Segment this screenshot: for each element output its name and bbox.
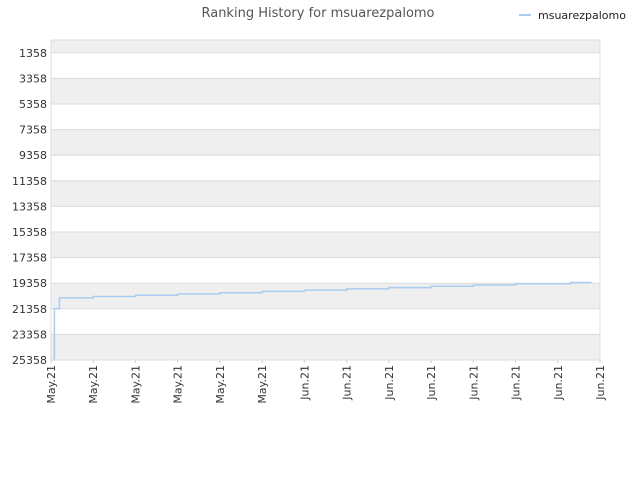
- chart-title: Ranking History for msuarezpalomo: [201, 6, 434, 21]
- plot-band: [51, 206, 600, 232]
- y-tick-label: 19358: [12, 277, 47, 290]
- plot-band: [51, 52, 600, 79]
- plot-band: [51, 129, 600, 156]
- y-tick-label: 13358: [12, 200, 47, 213]
- x-tick-label: Jun.21: [467, 365, 480, 401]
- series-line-msuarezpalomo: [51, 281, 592, 361]
- x-tick-label: Jun.21: [552, 365, 565, 401]
- y-tick-label: 5358: [19, 98, 47, 111]
- plot-band: [51, 232, 600, 258]
- x-axis-ticks: May.21 May.21 May.21 May.21 May.21 May.21 Jun.…: [45, 360, 607, 404]
- x-tick-label: Jun.21: [510, 365, 523, 401]
- y-tick-label: 17358: [12, 252, 47, 265]
- y-tick-label: 25358: [12, 354, 47, 367]
- y-tick-label: 15358: [12, 226, 47, 239]
- plot-band: [51, 308, 600, 335]
- x-tick-label: Jun.21: [341, 365, 354, 401]
- y-tick-label: 9358: [19, 149, 47, 162]
- y-tick-label: 21358: [12, 303, 47, 316]
- plot-bands: [51, 40, 600, 360]
- plot-band: [51, 104, 600, 130]
- x-tick-label: Jun.21: [594, 365, 607, 401]
- plot-band: [51, 334, 600, 360]
- x-tick-label: Jun.21: [383, 365, 396, 401]
- plot-band: [51, 40, 600, 53]
- x-tick-label: May.21: [214, 365, 227, 404]
- legend: msuarezpalomo: [519, 9, 626, 22]
- x-tick-label: Jun.21: [425, 365, 438, 401]
- x-tick-label: May.21: [129, 365, 142, 404]
- y-tick-label: 23358: [12, 328, 47, 341]
- legend-label-msuarezpalomo: msuarezpalomo: [538, 9, 626, 22]
- y-axis-ticks: 1358 3358 5358 7358 9358 11358 13358 15358 17358…: [12, 47, 47, 367]
- y-tick-label: 11358: [12, 175, 47, 188]
- plot-band: [51, 257, 600, 284]
- plot-frame: [50, 39, 601, 361]
- x-tick-label: May.21: [256, 365, 269, 404]
- plot-band: [51, 155, 600, 181]
- x-tick-label: May.21: [87, 365, 100, 404]
- x-tick-label: Jun.21: [298, 365, 311, 401]
- y-tick-label: 3358: [19, 72, 47, 85]
- y-tick-label: 7358: [19, 124, 47, 137]
- plot-band: [51, 78, 600, 104]
- series-layer: [51, 281, 592, 361]
- x-tick-label: May.21: [45, 365, 58, 404]
- y-tick-label: 1358: [19, 47, 47, 60]
- x-tick-label: May.21: [172, 365, 185, 404]
- plot-band: [51, 180, 600, 207]
